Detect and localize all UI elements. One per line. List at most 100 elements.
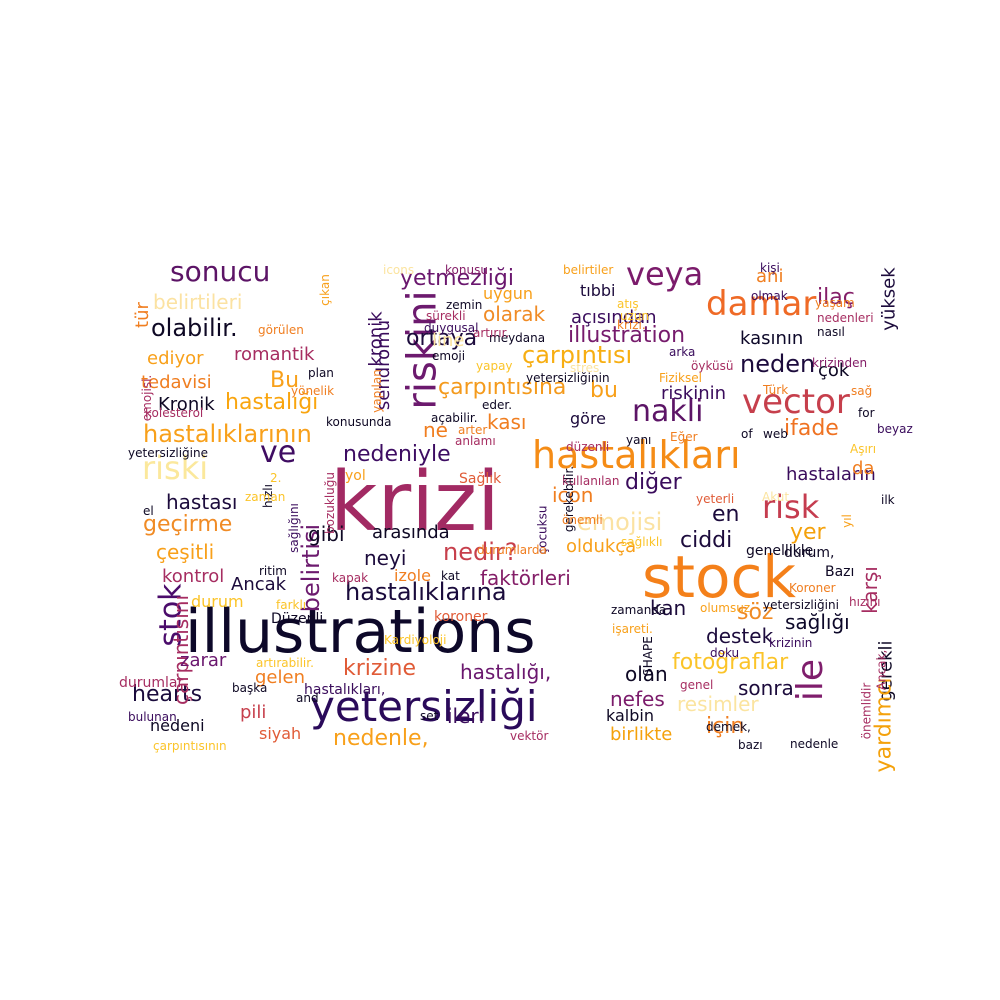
word-cloud-word: Eğer <box>670 430 698 444</box>
word-cloud-word: genellikle <box>746 543 814 559</box>
word-cloud-word: ifade <box>784 416 839 441</box>
word-cloud-word: kası <box>487 410 527 434</box>
word-cloud-word: resimler <box>677 692 759 716</box>
word-cloud-word: ediyor <box>147 348 204 369</box>
word-cloud-word: hastalıkları <box>532 433 741 477</box>
word-cloud-word: durum <box>191 592 244 611</box>
word-cloud-word: anlamı <box>455 434 496 448</box>
word-cloud-word: Aşırı <box>850 442 877 456</box>
word-cloud-word: ilk <box>881 493 895 507</box>
word-cloud-word: ilaç <box>817 285 855 310</box>
word-cloud-word: plan <box>308 366 334 380</box>
word-cloud-word: yeterli <box>696 492 735 506</box>
word-cloud-word: arter <box>458 423 488 437</box>
word-cloud-word: faktörleri <box>480 566 571 590</box>
word-cloud-word: kan <box>650 596 687 620</box>
word-cloud-word: hastalığı, <box>460 660 552 684</box>
word-cloud-word: duygusal <box>424 321 479 335</box>
word-cloud-word: açısından <box>571 307 657 328</box>
word-cloud-word: zarar <box>180 650 227 671</box>
word-cloud-word: line <box>432 330 465 351</box>
word-cloud-word: zaman <box>245 490 286 504</box>
word-cloud-word: belirtileri <box>153 290 243 314</box>
word-cloud-word: belirtiler <box>563 263 614 277</box>
word-cloud-word: Fiziksel <box>659 371 702 385</box>
word-cloud-word: ciddi <box>680 528 733 553</box>
word-cloud-word: olarak <box>483 302 546 326</box>
word-cloud-word: genel <box>680 678 714 692</box>
word-cloud-word: illustrations <box>185 597 536 667</box>
word-cloud-word: hearts <box>132 682 203 707</box>
word-cloud-word: ritim <box>259 564 287 578</box>
word-cloud-word: uygun <box>483 284 534 303</box>
word-cloud-word: riski <box>142 449 209 487</box>
word-cloud-word: Türk <box>763 383 789 397</box>
word-cloud-word: sürekli <box>426 309 466 323</box>
word-cloud-word: çarpıntısının <box>153 739 227 753</box>
word-cloud-word: vektör <box>510 729 549 743</box>
word-cloud-word: krizi <box>330 455 500 550</box>
word-cloud-word: bulunan <box>128 710 177 724</box>
word-cloud-word: yardımcı <box>871 677 897 773</box>
word-cloud-word: yetersizliğinin <box>526 371 610 385</box>
word-cloud-word: çeşitli <box>156 540 215 564</box>
word-cloud-word: çarpıntısı <box>522 341 633 369</box>
word-cloud-word: kolesterol <box>145 406 204 420</box>
word-cloud-word: çıkan <box>317 274 332 306</box>
word-cloud-word: Sağlık <box>459 471 502 487</box>
word-cloud-word: uzun <box>620 309 650 323</box>
word-cloud-word: açabilir. <box>431 411 478 425</box>
word-cloud-word: demek, <box>706 720 751 734</box>
word-cloud-word: konusu <box>445 263 488 277</box>
word-cloud-word: meydana <box>489 331 546 345</box>
word-cloud-word: beyaz <box>877 422 913 436</box>
word-cloud-word: atış <box>617 297 639 311</box>
word-cloud-word: gelen <box>255 667 305 688</box>
word-cloud-word: vector <box>742 382 850 422</box>
word-cloud-word: krizinden <box>812 356 868 370</box>
word-cloud-word: romantik <box>234 344 315 365</box>
word-cloud-word: geçirme <box>143 512 233 537</box>
word-cloud-word: sağlığı <box>785 610 850 634</box>
word-cloud-word: yetersizliği <box>310 682 538 731</box>
word-cloud-word: Kardiyoloji <box>384 633 447 647</box>
word-cloud-word: nedenle, <box>333 726 429 751</box>
word-cloud-word: yetmezliği <box>400 266 514 291</box>
word-cloud-word: ani <box>756 266 784 287</box>
word-cloud-word: yer <box>790 520 826 545</box>
word-cloud-word: yüksek <box>878 267 900 331</box>
word-cloud-word: başka <box>232 681 268 695</box>
word-cloud-word: yetersizliğini <box>763 598 839 612</box>
word-cloud-word: eder. <box>482 398 513 412</box>
word-cloud-word: damar <box>706 284 817 324</box>
word-cloud-word: gibi <box>308 522 345 546</box>
word-cloud-word: diğer <box>625 470 682 495</box>
word-cloud-word: kullanılan <box>562 474 620 488</box>
word-cloud-word: bu <box>590 378 618 403</box>
word-cloud-word: önemlidir <box>859 682 874 740</box>
word-cloud-word: sağlığını <box>286 503 301 553</box>
word-cloud-word: destek <box>706 624 774 648</box>
word-cloud-word: yanı <box>626 433 652 447</box>
word-cloud-word: yönelik <box>291 384 335 398</box>
word-cloud-word: kişi <box>760 261 780 275</box>
word-cloud-word: önemli <box>562 513 603 527</box>
word-cloud-word: ile <box>790 658 832 702</box>
word-cloud-word: kronik <box>365 311 387 367</box>
word-cloud-word: fotoğraflar <box>672 650 789 675</box>
word-cloud-word: hızını <box>849 595 881 609</box>
word-cloud-word: nefes <box>610 687 665 711</box>
word-cloud-word: nedir? <box>443 538 518 566</box>
word-cloud-word: of <box>741 427 753 441</box>
word-cloud-word: birlikte <box>610 724 673 745</box>
word-cloud-word: koroner <box>434 609 488 625</box>
word-cloud-word: yol <box>345 468 366 484</box>
word-cloud-word: emojisi <box>577 508 663 536</box>
word-cloud-word: siyah <box>259 724 302 743</box>
word-cloud-word: konusunda <box>326 415 392 429</box>
word-cloud-word: hastalıkları, <box>304 682 386 698</box>
word-cloud-word: izole <box>394 566 431 585</box>
word-cloud-word: krizine <box>343 656 417 681</box>
word-cloud-word: Kronik <box>158 394 215 415</box>
